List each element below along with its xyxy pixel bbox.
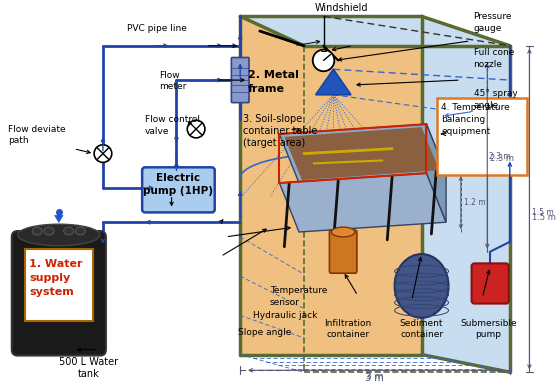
Text: pump: pump (475, 330, 501, 339)
Text: 45° spray: 45° spray (474, 89, 517, 98)
Text: equipment: equipment (441, 127, 490, 135)
FancyBboxPatch shape (232, 58, 249, 103)
Text: Electric: Electric (156, 173, 200, 183)
Polygon shape (422, 16, 510, 372)
Text: balancing: balancing (441, 115, 485, 124)
FancyBboxPatch shape (329, 230, 357, 273)
FancyBboxPatch shape (12, 231, 106, 356)
Text: Flow: Flow (159, 71, 180, 80)
Polygon shape (240, 16, 510, 46)
Polygon shape (426, 124, 446, 222)
FancyBboxPatch shape (25, 249, 93, 321)
Text: 500 L Water: 500 L Water (59, 358, 118, 367)
Ellipse shape (44, 227, 54, 235)
Ellipse shape (75, 227, 85, 235)
Text: gauge: gauge (474, 24, 502, 33)
Ellipse shape (395, 254, 449, 318)
Text: Infiltration: Infiltration (324, 319, 372, 328)
Polygon shape (285, 127, 439, 180)
Ellipse shape (331, 227, 355, 237)
Text: Windshield: Windshield (315, 3, 368, 14)
Text: container: container (400, 330, 443, 339)
Text: nozzle: nozzle (474, 60, 503, 69)
Text: container: container (326, 330, 369, 339)
Text: Flow control: Flow control (145, 115, 200, 124)
Polygon shape (280, 173, 446, 232)
Text: 2.3 m: 2.3 m (489, 152, 511, 161)
Text: sensor: sensor (270, 298, 300, 307)
Text: valve: valve (145, 127, 170, 135)
Ellipse shape (18, 224, 100, 246)
Text: 4. Temperature: 4. Temperature (441, 103, 510, 112)
Ellipse shape (32, 227, 42, 235)
FancyBboxPatch shape (437, 98, 527, 175)
Text: 2.3 m: 2.3 m (490, 154, 514, 163)
Polygon shape (316, 69, 351, 95)
Text: container table: container table (243, 126, 318, 136)
Text: 1.5 m: 1.5 m (532, 213, 556, 222)
Text: Hydraulic jack: Hydraulic jack (253, 311, 318, 320)
FancyBboxPatch shape (472, 264, 509, 303)
Text: tank: tank (78, 369, 99, 379)
Text: system: system (30, 287, 74, 297)
Circle shape (187, 120, 205, 138)
Text: meter: meter (159, 82, 186, 91)
Text: Submersible: Submersible (460, 319, 517, 328)
Text: path: path (8, 136, 28, 146)
Text: Full cone: Full cone (474, 48, 514, 57)
Polygon shape (280, 124, 446, 183)
Text: 1.5 m: 1.5 m (532, 208, 554, 217)
Text: angle: angle (474, 101, 499, 110)
Text: supply: supply (30, 273, 71, 283)
Text: Pressure: Pressure (474, 12, 512, 21)
Text: (target area): (target area) (243, 138, 305, 148)
Text: Sediment: Sediment (400, 319, 443, 328)
Text: 1.2 m: 1.2 m (464, 198, 485, 207)
Text: Temperature: Temperature (270, 286, 327, 295)
Text: Flow deviate: Flow deviate (8, 125, 65, 134)
Text: PVC pipe line: PVC pipe line (127, 24, 187, 33)
Text: pump (1HP): pump (1HP) (143, 186, 214, 196)
Circle shape (94, 145, 112, 163)
Text: 2. Metal: 2. Metal (248, 70, 299, 80)
Text: 3. Soil-slope: 3. Soil-slope (243, 114, 302, 124)
Text: frame: frame (248, 84, 285, 94)
Text: 1. Water: 1. Water (30, 259, 83, 269)
Text: 3 m: 3 m (365, 373, 384, 383)
Circle shape (312, 50, 334, 71)
Ellipse shape (64, 227, 74, 235)
FancyBboxPatch shape (142, 167, 215, 212)
Polygon shape (240, 16, 422, 354)
Text: 3 m: 3 m (366, 372, 383, 381)
Text: Slope angle: Slope angle (238, 329, 292, 337)
